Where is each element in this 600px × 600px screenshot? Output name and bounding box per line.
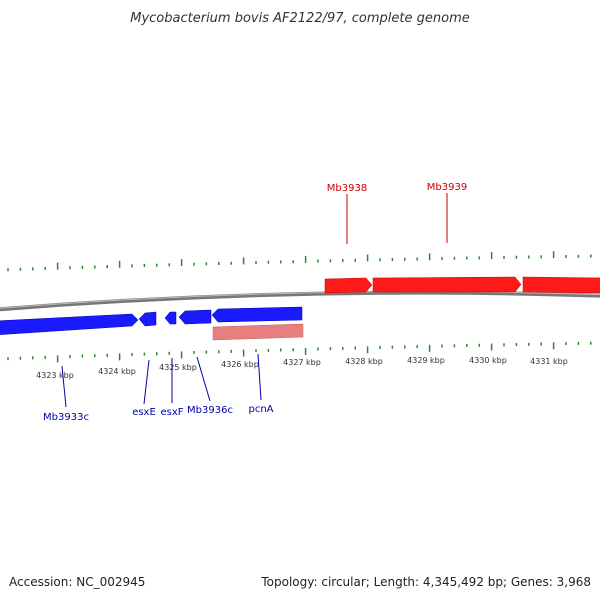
gene-Mb3933c[interactable] <box>0 313 139 335</box>
genome-summary-text: Topology: circular; Length: 4,345,492 bp… <box>260 575 591 589</box>
feature-pcnA[interactable] <box>212 323 304 341</box>
tick-label: 4330 kbp <box>469 356 507 365</box>
forward-strand-genes <box>324 276 600 294</box>
label-leader-Mb3936c <box>196 356 211 402</box>
gene-label-Mb3938: Mb3938 <box>327 183 367 194</box>
reverse-gene-labels: Mb3933c esxE esxF Mb3936c <box>43 356 233 423</box>
tick-label: 4325 kbp <box>159 363 197 372</box>
tick-label: 4324 kbp <box>98 367 136 376</box>
gene-Mb3936c[interactable] <box>178 309 212 325</box>
inner-tick-marks <box>7 341 592 363</box>
genome-backbone-highlight <box>0 291 600 309</box>
gene-label-Mb3933c: Mb3933c <box>43 412 89 423</box>
gene-forward-3[interactable] <box>522 276 600 294</box>
tick-label: 4329 kbp <box>407 356 445 365</box>
accession-text: Accession: NC_002945 <box>9 575 145 589</box>
label-leader-pcnA <box>257 353 262 401</box>
gene-label-Mb3939: Mb3939 <box>427 182 467 193</box>
reverse-strand-genes <box>0 306 303 335</box>
gene-reverse-5[interactable] <box>211 306 303 323</box>
tick-label: 4323 kbp <box>36 371 74 380</box>
kbp-tick-labels: 4323 kbp 4324 kbp 4325 kbp 4326 kbp 4327… <box>36 356 568 380</box>
gene-Mb3938[interactable] <box>324 277 373 294</box>
label-leader-esxE <box>143 359 150 405</box>
tick-label: 4326 kbp <box>221 360 259 369</box>
other-feature-labels: pcnA <box>248 353 274 415</box>
gene-esxE[interactable] <box>138 311 157 327</box>
gene-label-esxF: esxF <box>160 407 183 418</box>
gene-esxF[interactable] <box>164 311 177 325</box>
forward-gene-labels: Mb3938 Mb3939 <box>327 182 467 244</box>
gene-label-esxE: esxE <box>132 407 156 418</box>
gene-label-Mb3936c: Mb3936c <box>187 405 233 416</box>
map-title: Mycobacterium bovis AF2122/97, complete … <box>130 11 469 26</box>
label-leader-Mb3933c <box>61 365 67 408</box>
tick-label: 4331 kbp <box>530 357 568 366</box>
outer-tick-marks <box>7 251 592 272</box>
tick-label: 4327 kbp <box>283 358 321 367</box>
genome-backbone <box>0 290 600 312</box>
gene-label-pcnA: pcnA <box>248 404 273 415</box>
gene-Mb3939[interactable] <box>372 276 522 293</box>
tick-label: 4328 kbp <box>345 357 383 366</box>
